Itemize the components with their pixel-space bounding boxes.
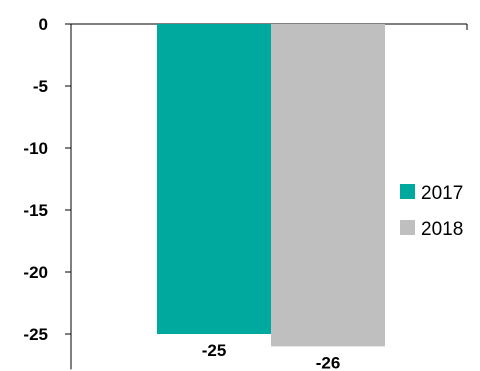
legend-swatch-2018 xyxy=(400,220,415,235)
data-label-2017: -25 xyxy=(202,341,227,360)
bar-2018 xyxy=(271,24,385,347)
bar-2017 xyxy=(157,24,271,334)
legend-label-2017: 2017 xyxy=(421,183,463,204)
y-tick-label: -25 xyxy=(23,325,48,344)
y-tick-label: -20 xyxy=(23,263,48,282)
data-label-2018: -26 xyxy=(316,353,341,371)
legend-label-2018: 2018 xyxy=(421,219,463,240)
y-tick-label: 0 xyxy=(39,15,48,34)
y-tick-label: -15 xyxy=(23,201,48,220)
y-tick-label: -5 xyxy=(33,77,48,96)
y-tick-label: -10 xyxy=(23,139,48,158)
legend-swatch-2017 xyxy=(400,184,415,199)
